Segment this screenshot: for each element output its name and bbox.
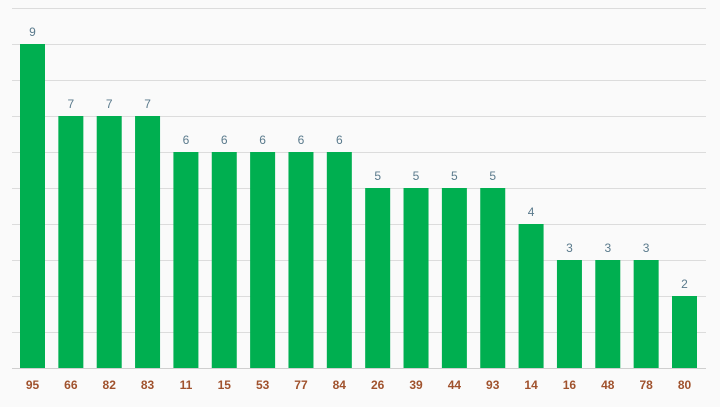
value-label-95: 9 [29, 25, 36, 39]
value-label-77: 6 [298, 133, 305, 147]
x-tick-label-16: 16 [563, 378, 577, 392]
bar-78 [633, 260, 659, 368]
x-tick-label-66: 66 [64, 378, 78, 392]
bar-16 [556, 260, 582, 368]
value-label-53: 6 [259, 133, 266, 147]
bar-77 [288, 152, 314, 368]
x-tick-label-77: 77 [294, 378, 308, 392]
x-tick-label-78: 78 [639, 378, 653, 392]
x-tick-label-83: 83 [141, 378, 155, 392]
bar-15 [211, 152, 237, 368]
value-label-78: 3 [643, 241, 650, 255]
x-tick-label-80: 80 [678, 378, 692, 392]
x-tick-label-39: 39 [409, 378, 423, 392]
value-label-14: 4 [528, 205, 535, 219]
value-label-80: 2 [681, 277, 688, 291]
x-tick-label-15: 15 [218, 378, 232, 392]
x-tick-labels: 95 66 82 83 11 15 53 77 84 26 39 44 93 14 16 48 78 80 [26, 378, 692, 392]
x-tick-label-82: 82 [103, 378, 117, 392]
bar-93 [480, 188, 506, 368]
bar-26 [365, 188, 391, 368]
value-label-15: 6 [221, 133, 228, 147]
x-tick-label-93: 93 [486, 378, 500, 392]
value-label-26: 5 [374, 169, 381, 183]
x-tick-label-48: 48 [601, 378, 615, 392]
bar-80 [672, 296, 697, 368]
x-tick-label-14: 14 [524, 378, 538, 392]
bar-84 [326, 152, 352, 368]
x-tick-label-11: 11 [180, 378, 193, 392]
x-tick-label-84: 84 [333, 378, 347, 392]
value-label-16: 3 [566, 241, 573, 255]
value-label-82: 7 [106, 97, 113, 111]
bar-39 [403, 188, 429, 368]
value-label-11: 6 [183, 133, 190, 147]
x-tick-label-44: 44 [448, 378, 462, 392]
x-tick-label-95: 95 [26, 378, 40, 392]
bar-14 [518, 224, 544, 368]
bar-95 [20, 44, 45, 368]
bar-82 [96, 116, 122, 368]
bar-48 [595, 260, 621, 368]
value-label-93: 5 [489, 169, 496, 183]
gridlines [12, 8, 706, 369]
bar-53 [250, 152, 276, 368]
value-label-44: 5 [451, 169, 458, 183]
x-tick-label-26: 26 [371, 378, 385, 392]
value-label-48: 3 [604, 241, 611, 255]
bar-83 [135, 116, 161, 368]
bars [20, 44, 697, 368]
x-tick-label-53: 53 [256, 378, 270, 392]
value-labels: 9 7 7 7 6 6 6 6 6 5 5 5 5 4 3 3 3 2 [29, 25, 688, 291]
bar-66 [58, 116, 84, 368]
bar-44 [441, 188, 467, 368]
value-label-83: 7 [144, 97, 151, 111]
value-label-84: 6 [336, 133, 343, 147]
value-label-39: 5 [413, 169, 420, 183]
value-label-66: 7 [68, 97, 75, 111]
bar-11 [173, 152, 199, 368]
